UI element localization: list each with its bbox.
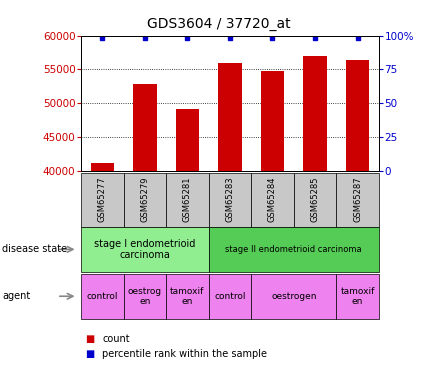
Text: control: control <box>87 292 118 301</box>
Text: tamoxif
en: tamoxif en <box>340 286 375 306</box>
Text: GSM65284: GSM65284 <box>268 177 277 222</box>
Text: GSM65287: GSM65287 <box>353 177 362 222</box>
Text: GDS3604 / 37720_at: GDS3604 / 37720_at <box>147 17 291 31</box>
Bar <box>133 84 156 171</box>
Text: GSM65277: GSM65277 <box>98 177 107 222</box>
Text: agent: agent <box>2 291 30 301</box>
Text: stage I endometrioid
carcinoma: stage I endometrioid carcinoma <box>94 238 195 260</box>
Text: stage II endometrioid carcinoma: stage II endometrioid carcinoma <box>226 245 362 254</box>
Text: oestrogen: oestrogen <box>271 292 317 301</box>
Bar <box>176 108 199 171</box>
Text: GSM65285: GSM65285 <box>311 177 320 222</box>
Text: oestrog
en: oestrog en <box>128 286 162 306</box>
Text: GSM65283: GSM65283 <box>226 177 234 222</box>
Text: disease state: disease state <box>2 244 67 254</box>
Bar <box>218 63 242 171</box>
Bar <box>261 71 284 171</box>
Text: tamoxif
en: tamoxif en <box>170 286 205 306</box>
Text: GSM65279: GSM65279 <box>140 177 149 222</box>
Text: percentile rank within the sample: percentile rank within the sample <box>102 350 267 359</box>
Bar <box>346 60 369 171</box>
Text: count: count <box>102 334 130 344</box>
Text: GSM65281: GSM65281 <box>183 177 192 222</box>
Bar <box>304 56 327 171</box>
Text: ■: ■ <box>85 350 95 359</box>
Text: ■: ■ <box>85 334 95 344</box>
Text: control: control <box>214 292 246 301</box>
Bar <box>91 162 114 171</box>
